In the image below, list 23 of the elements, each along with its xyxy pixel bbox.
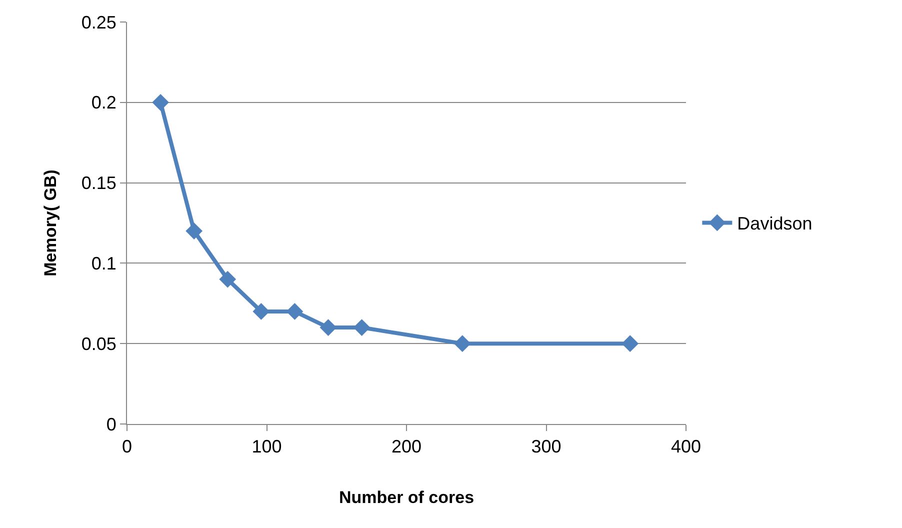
point <box>186 222 203 240</box>
y-tick-label: 0.1 <box>91 254 116 274</box>
x-tick-label: 200 <box>391 436 422 457</box>
point <box>622 335 639 352</box>
y-tick-label: 0 <box>106 414 116 434</box>
legend-label: Davidson <box>737 214 812 234</box>
x-tick-label: 400 <box>670 436 702 457</box>
y-axis-title: Memory( GB) <box>40 170 60 276</box>
x-tick-label: 0 <box>122 436 132 457</box>
point <box>353 319 370 336</box>
point <box>320 319 337 336</box>
y-tick-label: 0.15 <box>81 173 116 194</box>
point <box>252 302 270 320</box>
x-tick-label: 300 <box>531 436 562 457</box>
x-axis-title: Number of cores <box>338 488 474 507</box>
point <box>454 335 471 352</box>
point <box>286 302 304 320</box>
x-tick-label: 100 <box>252 436 282 457</box>
y-tick-label: 0.05 <box>81 334 116 354</box>
point <box>219 270 236 288</box>
y-tick-label: 0.25 <box>81 12 116 32</box>
point <box>152 94 169 111</box>
y-tick-label: 0.2 <box>91 92 116 113</box>
